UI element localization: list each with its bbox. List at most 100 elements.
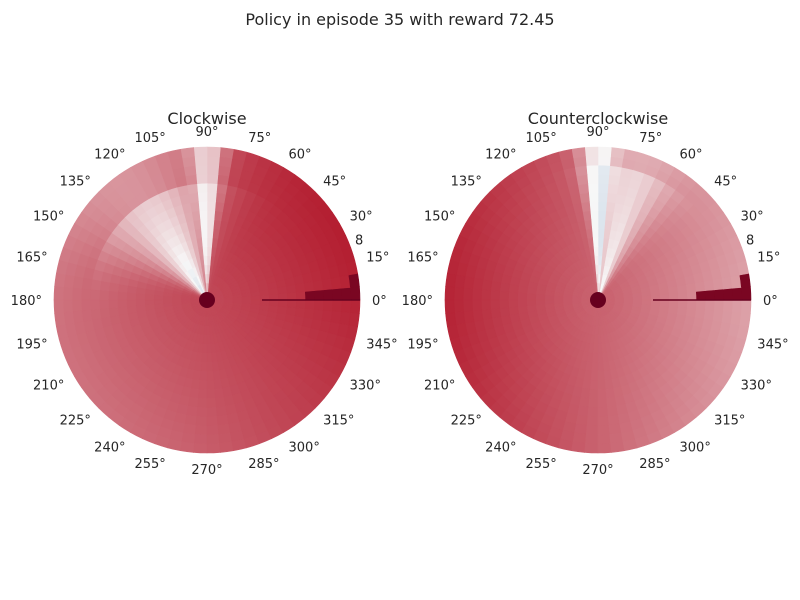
- heatmap-cell: [480, 299, 492, 311]
- heatmap-cell: [607, 414, 621, 426]
- theta-tick-label: 135°: [451, 174, 482, 189]
- heatmap-cell: [72, 276, 84, 290]
- heatmap-cell: [312, 309, 324, 321]
- theta-tick-label: 15°: [757, 250, 780, 265]
- heatmap-cell: [471, 288, 483, 301]
- heatmap-cell: [206, 415, 219, 427]
- heatmap-cell: [517, 292, 528, 301]
- heatmap-cell: [198, 379, 208, 390]
- heatmap-cell: [250, 299, 261, 305]
- heatmap-cell: [597, 370, 606, 381]
- theta-tick-label: 165°: [16, 250, 47, 265]
- heatmap-cell: [197, 192, 208, 203]
- theta-tick-label: 285°: [248, 457, 279, 472]
- heatmap-cell: [585, 361, 593, 372]
- theta-tick-label: 30°: [350, 210, 373, 225]
- heatmap-cell: [668, 299, 679, 308]
- heatmap-cell: [99, 299, 110, 310]
- heatmap-cell: [277, 299, 288, 308]
- heatmap-cell: [582, 378, 592, 390]
- heatmap-cell: [206, 146, 221, 157]
- heatmap-cell: [732, 299, 743, 313]
- heatmap-cell: [171, 296, 182, 301]
- theta-tick-label: 225°: [60, 414, 91, 429]
- heatmap-cell: [153, 295, 164, 301]
- polar-chart-clockwise: Clockwise 0° 15° 30° 45° 60° 75° 90° 105° 120°13…: [11, 109, 398, 478]
- heatmap-cell: [597, 219, 606, 230]
- heatmap-cell: [62, 299, 73, 313]
- theta-tick-label: 30°: [741, 210, 764, 225]
- heatmap-cell: [463, 310, 475, 324]
- heatmap-cell: [741, 286, 752, 301]
- theta-tick-label: 45°: [714, 174, 737, 189]
- heatmap-cell: [277, 305, 288, 315]
- heatmap-cell: [216, 183, 228, 195]
- heatmap-cell: [741, 299, 752, 314]
- heatmap-cell: [206, 425, 220, 436]
- heatmap-cell: [606, 192, 618, 204]
- theta-tick-label: 0°: [763, 294, 778, 309]
- heatmap-cell: [603, 219, 613, 230]
- theta-tick-label: 45°: [323, 174, 346, 189]
- heatmap-cell: [126, 299, 137, 308]
- heatmap-cell: [196, 182, 208, 194]
- heatmap-cell: [321, 277, 333, 291]
- heatmap-cell: [453, 287, 464, 301]
- heatmap-cell: [676, 306, 688, 316]
- heatmap-cell: [597, 397, 608, 408]
- heatmap-cell: [704, 289, 716, 301]
- heatmap-cell: [187, 396, 199, 408]
- theta-tick-label: 225°: [451, 414, 482, 429]
- heatmap-cell: [197, 397, 208, 408]
- heatmap-cell: [544, 295, 555, 301]
- heatmap-cell: [589, 388, 599, 399]
- heatmap-cell: [481, 309, 493, 321]
- heatmap-cell: [304, 290, 315, 301]
- heatmap-cell: [72, 310, 84, 324]
- heatmap-cell: [490, 299, 501, 310]
- heatmap-cell: [605, 201, 616, 213]
- heatmap-cell: [586, 415, 599, 427]
- heatmap-cell: [597, 434, 611, 445]
- heatmap-cell: [712, 277, 724, 291]
- heatmap-cell: [99, 280, 111, 292]
- heatmap-cell: [650, 299, 661, 306]
- heatmap-cell: [214, 201, 225, 213]
- heatmap-cell: [610, 441, 625, 453]
- theta-tick-label: 240°: [485, 440, 516, 455]
- heatmap-cell: [53, 286, 64, 301]
- heatmap-cell: [277, 292, 288, 301]
- heatmap-cell: [195, 173, 208, 185]
- heatmap-cell: [126, 285, 137, 295]
- heatmap-cell: [713, 288, 725, 301]
- heatmap-cell: [259, 299, 270, 306]
- heatmap-cell: [194, 164, 208, 175]
- chart-title-counterclockwise: Counterclockwise: [528, 109, 668, 128]
- heatmap-cell: [198, 201, 208, 212]
- heatmap-cell: [597, 406, 609, 418]
- theta-tick-label: 345°: [757, 338, 788, 353]
- heatmap-cell: [268, 299, 279, 307]
- heatmap-cell: [607, 174, 621, 186]
- heatmap-cell: [90, 309, 102, 321]
- heatmap-cell: [526, 293, 537, 301]
- heatmap-cell: [739, 273, 751, 288]
- heatmap-cell: [193, 146, 208, 157]
- heatmap-cell: [588, 397, 599, 408]
- heatmap-cell: [610, 147, 625, 159]
- heatmap-cell: [206, 264, 211, 275]
- theta-tick-label: 240°: [94, 440, 125, 455]
- theta-tick-label: 90°: [195, 125, 218, 140]
- theta-tick-label: 330°: [350, 379, 381, 394]
- heatmap-cell: [591, 361, 599, 372]
- heatmap-cell: [462, 299, 473, 313]
- heatmap-cell: [597, 164, 611, 175]
- heatmap-cell: [603, 228, 611, 239]
- heatmap-cell: [584, 146, 599, 157]
- heatmap-cell: [571, 147, 586, 159]
- heatmap-cell: [232, 299, 243, 304]
- heatmap-cell: [481, 279, 493, 291]
- heatmap-cell: [597, 155, 611, 166]
- heatmap-cell: [593, 334, 599, 345]
- heatmap-cell: [200, 361, 208, 372]
